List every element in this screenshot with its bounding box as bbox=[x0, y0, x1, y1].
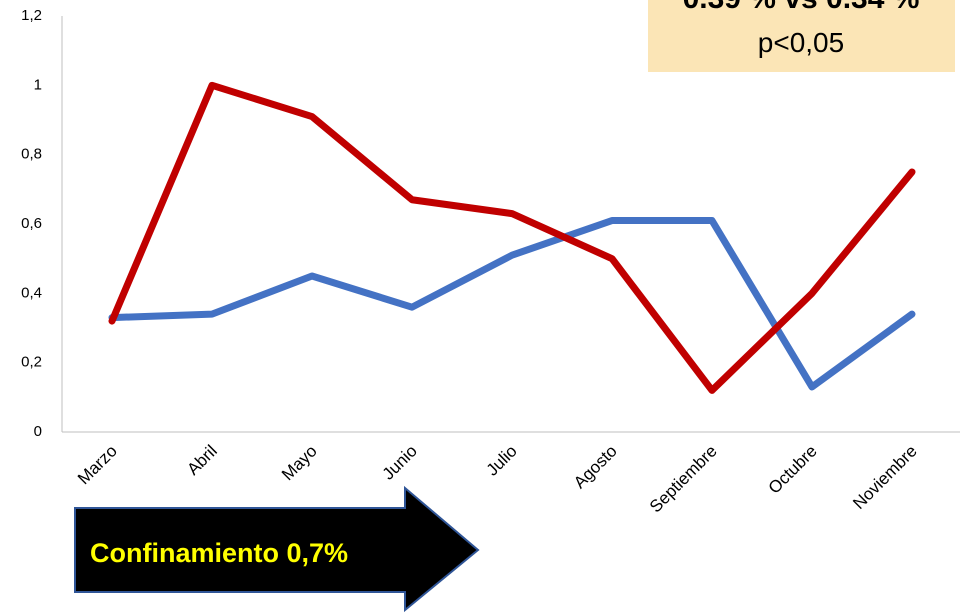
annotation-p-value: p<0,05 bbox=[758, 27, 844, 58]
x-tick-label: Abril bbox=[183, 441, 220, 478]
x-tick-label: Julio bbox=[483, 441, 521, 479]
y-tick-label: 1,2 bbox=[21, 7, 42, 24]
y-tick-label: 1 bbox=[34, 76, 42, 93]
annotation-confinamiento: Confinamiento 0,7% bbox=[90, 538, 348, 568]
arrow bbox=[74, 485, 480, 613]
x-tick-label: Septiembre bbox=[646, 441, 721, 516]
x-tick-label: Agosto bbox=[570, 441, 621, 492]
y-tick-label: 0,4 bbox=[21, 284, 42, 301]
x-tick-label: Junio bbox=[379, 441, 421, 483]
x-tick-label: Octubre bbox=[765, 441, 821, 497]
series-line bbox=[108, 217, 916, 391]
y-tick-label: 0,8 bbox=[21, 146, 42, 163]
series-line bbox=[108, 81, 916, 394]
x-tick-label: Marzo bbox=[74, 441, 121, 488]
x-tick-label: Mayo bbox=[278, 441, 321, 484]
annotation-comparison: 0.39 % vs 0.34 % bbox=[683, 0, 920, 15]
annotation-box bbox=[648, 0, 955, 72]
y-tick-label: 0,6 bbox=[21, 215, 42, 232]
y-tick-label: 0 bbox=[34, 423, 42, 440]
x-tick-label: Noviembre bbox=[849, 441, 921, 513]
y-tick-label: 0,2 bbox=[21, 354, 42, 371]
